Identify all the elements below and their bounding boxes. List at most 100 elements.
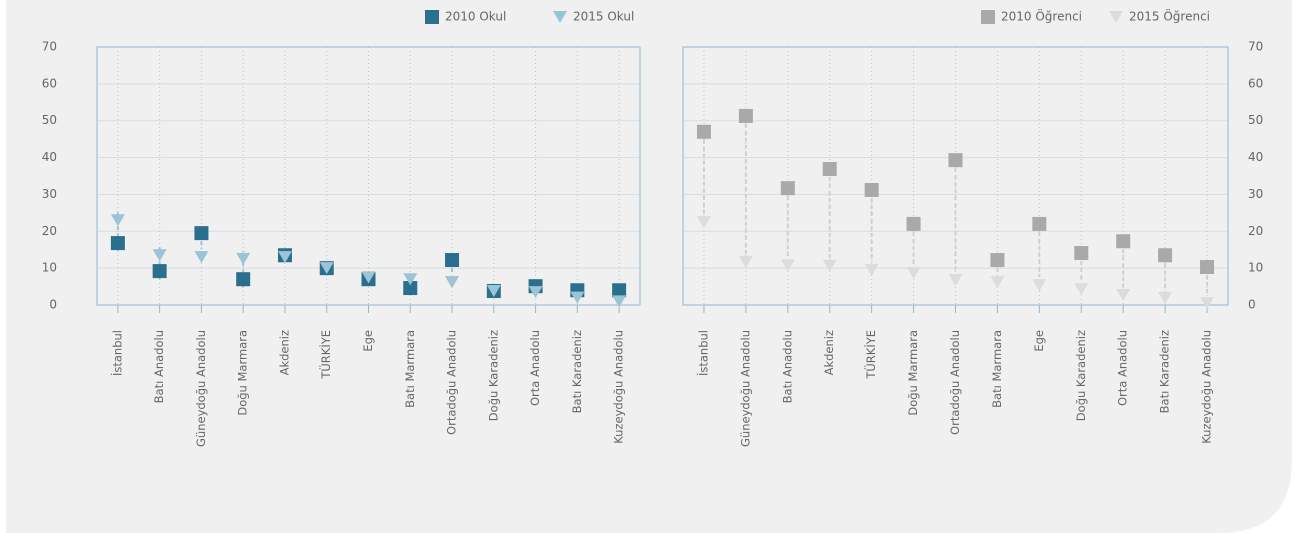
x-tick-label: İstanbul: [695, 330, 710, 376]
marker-square: [906, 216, 921, 231]
x-tick-label: Kuzeydoğu Anadolu: [612, 330, 626, 444]
plot-frame: [96, 46, 641, 306]
x-tick-label: TÜRKİYE: [862, 330, 878, 380]
x-tick-label: Ege: [361, 330, 375, 352]
marker-triangle: [403, 273, 418, 286]
marker-square: [612, 283, 627, 298]
x-tick-label: Orta Anadolu: [528, 330, 542, 406]
marker-triangle: [319, 262, 334, 275]
y-tick-label: 10: [42, 261, 57, 275]
marker-square: [152, 264, 167, 279]
marker-triangle: [738, 255, 753, 268]
marker-square: [948, 153, 963, 168]
marker-triangle: [152, 249, 167, 262]
marker-triangle: [570, 291, 585, 304]
x-tick-label: Akdeniz: [822, 330, 836, 375]
marker-triangle: [612, 295, 627, 308]
marker-square: [445, 253, 460, 268]
marker-triangle: [277, 251, 292, 264]
marker-triangle: [110, 214, 125, 227]
marker-square: [236, 272, 251, 287]
x-tick-label: Güneydoğu Anadolu: [194, 330, 208, 447]
y-tick-label: 30: [42, 187, 57, 201]
x-tick-label: Doğu Karadeniz: [1074, 330, 1088, 421]
marker-square: [864, 183, 879, 198]
marker-triangle: [990, 276, 1005, 289]
marker-triangle: [906, 266, 921, 279]
background: [6, 0, 1292, 533]
marker-triangle: [553, 11, 567, 23]
y-tick-label: 30: [1248, 187, 1263, 201]
marker-triangle: [194, 251, 209, 264]
marker-triangle: [236, 252, 251, 265]
legend-label: 2015 Okul: [573, 10, 634, 24]
marker-square: [425, 10, 439, 24]
marker-triangle: [822, 259, 837, 272]
marker-triangle: [1200, 297, 1215, 310]
y-tick-label: 0: [1248, 298, 1256, 312]
x-tick-label: Doğu Marmara: [236, 330, 250, 416]
y-tick-label: 0: [49, 298, 57, 312]
marker-square: [403, 281, 418, 296]
marker-square: [981, 10, 995, 24]
marker-triangle: [486, 284, 501, 297]
marker-triangle: [1074, 283, 1089, 296]
marker-square: [1158, 248, 1173, 263]
y-tick-label: 60: [42, 76, 57, 90]
x-tick-label: Orta Anadolu: [1116, 330, 1130, 406]
y-tick-label: 20: [1248, 224, 1263, 238]
marker-triangle: [948, 273, 963, 286]
y-tick-label: 40: [42, 150, 57, 164]
marker-triangle: [864, 263, 879, 276]
plot-frame: [682, 46, 1229, 306]
marker-triangle: [1032, 279, 1047, 292]
y-tick-label: 20: [42, 224, 57, 238]
marker-triangle: [445, 276, 460, 289]
x-tick-label: Batı Marmara: [990, 330, 1004, 408]
y-tick-label: 70: [42, 40, 57, 54]
x-tick-label: Güneydoğu Anadolu: [738, 330, 752, 447]
legend-label: 2010 Öğrenci: [1001, 8, 1082, 24]
marker-square: [1200, 260, 1215, 275]
x-tick-label: Batı Anadolu: [152, 330, 166, 403]
x-tick-label: Doğu Marmara: [906, 330, 920, 416]
x-tick-label: Batı Marmara: [403, 330, 417, 408]
x-tick-label: Kuzeydoğu Anadolu: [1200, 330, 1214, 444]
x-tick-label: İstanbul: [109, 330, 124, 376]
marker-square: [110, 236, 125, 251]
marker-triangle: [528, 286, 543, 299]
x-tick-label: Batı Karadeniz: [1158, 330, 1172, 413]
marker-square: [696, 124, 711, 139]
x-tick-label: Doğu Karadeniz: [486, 330, 500, 421]
marker-triangle: [780, 259, 795, 272]
marker-square: [822, 161, 837, 176]
marker-triangle: [696, 216, 711, 229]
marker-triangle: [1158, 291, 1173, 304]
marker-square: [1116, 234, 1131, 249]
legend-label: 2015 Öğrenci: [1129, 8, 1210, 24]
marker-square: [780, 181, 795, 196]
legend-label: 2010 Okul: [445, 10, 506, 24]
x-tick-label: Ortadoğu Anadolu: [445, 330, 459, 435]
y-tick-label: 50: [1248, 113, 1263, 127]
x-tick-label: Batı Anadolu: [780, 330, 794, 403]
y-tick-label: 40: [1248, 150, 1263, 164]
y-tick-label: 70: [1248, 40, 1263, 54]
marker-square: [738, 108, 753, 123]
y-tick-label: 60: [1248, 76, 1263, 90]
x-tick-label: Akdeniz: [277, 330, 291, 375]
marker-square: [194, 226, 209, 241]
y-tick-label: 10: [1248, 261, 1263, 275]
marker-triangle: [1116, 289, 1131, 302]
x-tick-label: Ortadoğu Anadolu: [948, 330, 962, 435]
marker-square: [1032, 216, 1047, 231]
marker-triangle: [361, 271, 376, 284]
x-tick-label: Ege: [1032, 330, 1046, 352]
y-tick-label: 50: [42, 113, 57, 127]
marker-triangle: [1109, 11, 1123, 23]
x-tick-label: Batı Karadeniz: [570, 330, 584, 413]
marker-square: [990, 253, 1005, 268]
marker-square: [1074, 246, 1089, 261]
